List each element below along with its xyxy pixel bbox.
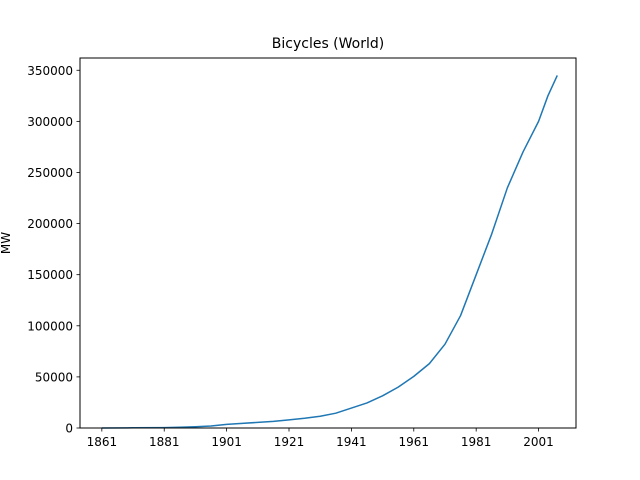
x-tick-label-7: 2001 (523, 435, 554, 449)
y-tick-label-7: 350000 (27, 64, 73, 78)
series-line-0 (101, 75, 558, 429)
x-tick-label-4: 1941 (336, 435, 367, 449)
y-tick-label-0: 0 (65, 422, 73, 436)
chart-title: Bicycles (World) (272, 36, 384, 52)
plot-frame (79, 57, 577, 429)
y-tick-label-5: 250000 (27, 166, 73, 180)
x-tick-label-5: 1961 (399, 435, 430, 449)
y-tick-label-3: 150000 (27, 268, 73, 282)
y-axis: 0 50000 100000 150000 200000 250000 300000 3500… (27, 64, 80, 436)
x-tick-label-2: 1901 (211, 435, 242, 449)
x-tick-label-3: 1921 (274, 435, 305, 449)
x-tick-label-1: 1881 (149, 435, 180, 449)
x-tick-label-0: 1861 (87, 435, 118, 449)
plot-area (101, 75, 558, 429)
x-axis: 1861 1881 1901 1921 1941 1961 1981 2001 (87, 428, 554, 449)
y-tick-label-4: 200000 (27, 217, 73, 231)
y-tick-label-1: 50000 (35, 370, 73, 384)
y-tick-label-6: 300000 (27, 115, 73, 129)
y-tick-label-2: 100000 (27, 319, 73, 333)
y-axis-label: MW (0, 232, 13, 254)
x-tick-label-6: 1981 (461, 435, 492, 449)
